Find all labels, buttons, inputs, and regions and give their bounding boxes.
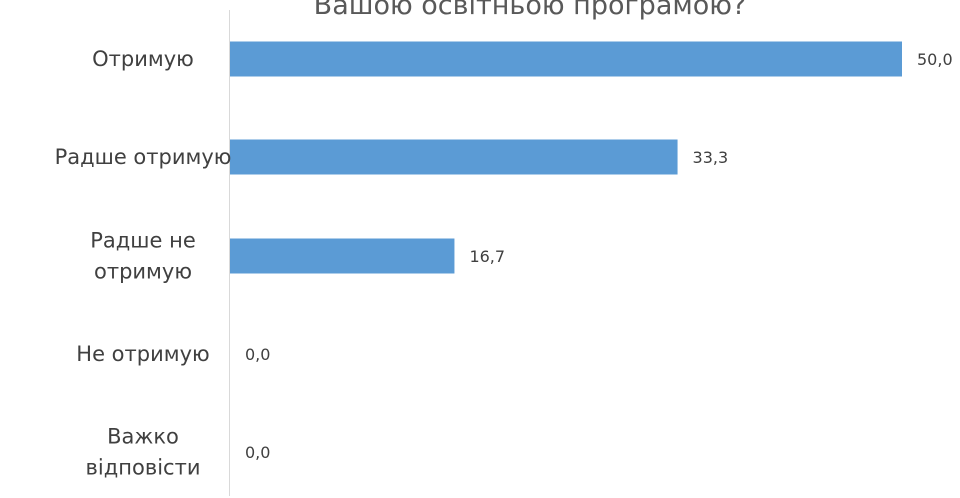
category-label-4: Не отримую <box>76 342 209 366</box>
chart-title: Вашою освітньою програмою? <box>314 0 747 21</box>
value-label-5: 0,0 <box>245 443 270 462</box>
value-label-1: 50,0 <box>917 50 953 69</box>
category-label-2: Радше отримую <box>55 145 232 169</box>
bars-group <box>230 41 902 274</box>
category-label-3: Радше не отримую <box>90 229 196 284</box>
category-labels-group: Отримую Радше отримую Радше не отримую Не от… <box>55 47 232 480</box>
bar-1 <box>230 41 902 77</box>
value-label-2: 33,3 <box>693 148 729 167</box>
value-label-3: 16,7 <box>469 247 505 266</box>
bar-2 <box>230 139 678 175</box>
bar-3 <box>230 238 455 274</box>
value-label-4: 0,0 <box>245 345 270 364</box>
value-labels-group: 50,0 33,3 16,7 0,0 0,0 <box>245 50 953 462</box>
category-label-5: Важко відповісти <box>86 425 201 480</box>
category-label-1: Отримую <box>92 47 194 71</box>
